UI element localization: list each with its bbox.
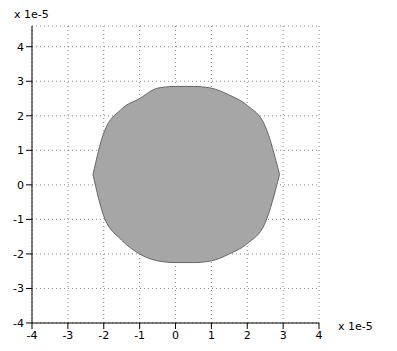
svg-text:-3: -3 [62,329,73,342]
svg-text:-1: -1 [13,213,24,226]
svg-text:-4: -4 [27,329,38,342]
svg-text:1: 1 [208,329,215,342]
svg-text:2: 2 [244,329,251,342]
svg-text:4: 4 [316,329,323,342]
svg-text:1: 1 [17,144,24,157]
svg-text:0: 0 [17,179,24,192]
svg-text:-2: -2 [13,248,24,261]
svg-text:-4: -4 [13,317,24,330]
svg-text:3: 3 [280,329,287,342]
svg-text:0: 0 [172,329,179,342]
svg-text:4: 4 [17,41,24,54]
html-text:x 1e-5: x 1e-5 [338,320,373,333]
svg-text:2: 2 [17,110,24,123]
svg-text:-1: -1 [134,329,145,342]
svg-text:-2: -2 [98,329,109,342]
svg-text:-3: -3 [13,282,24,295]
html-text:x 1e-5: x 1e-5 [14,8,49,21]
svg-text:3: 3 [17,75,24,88]
